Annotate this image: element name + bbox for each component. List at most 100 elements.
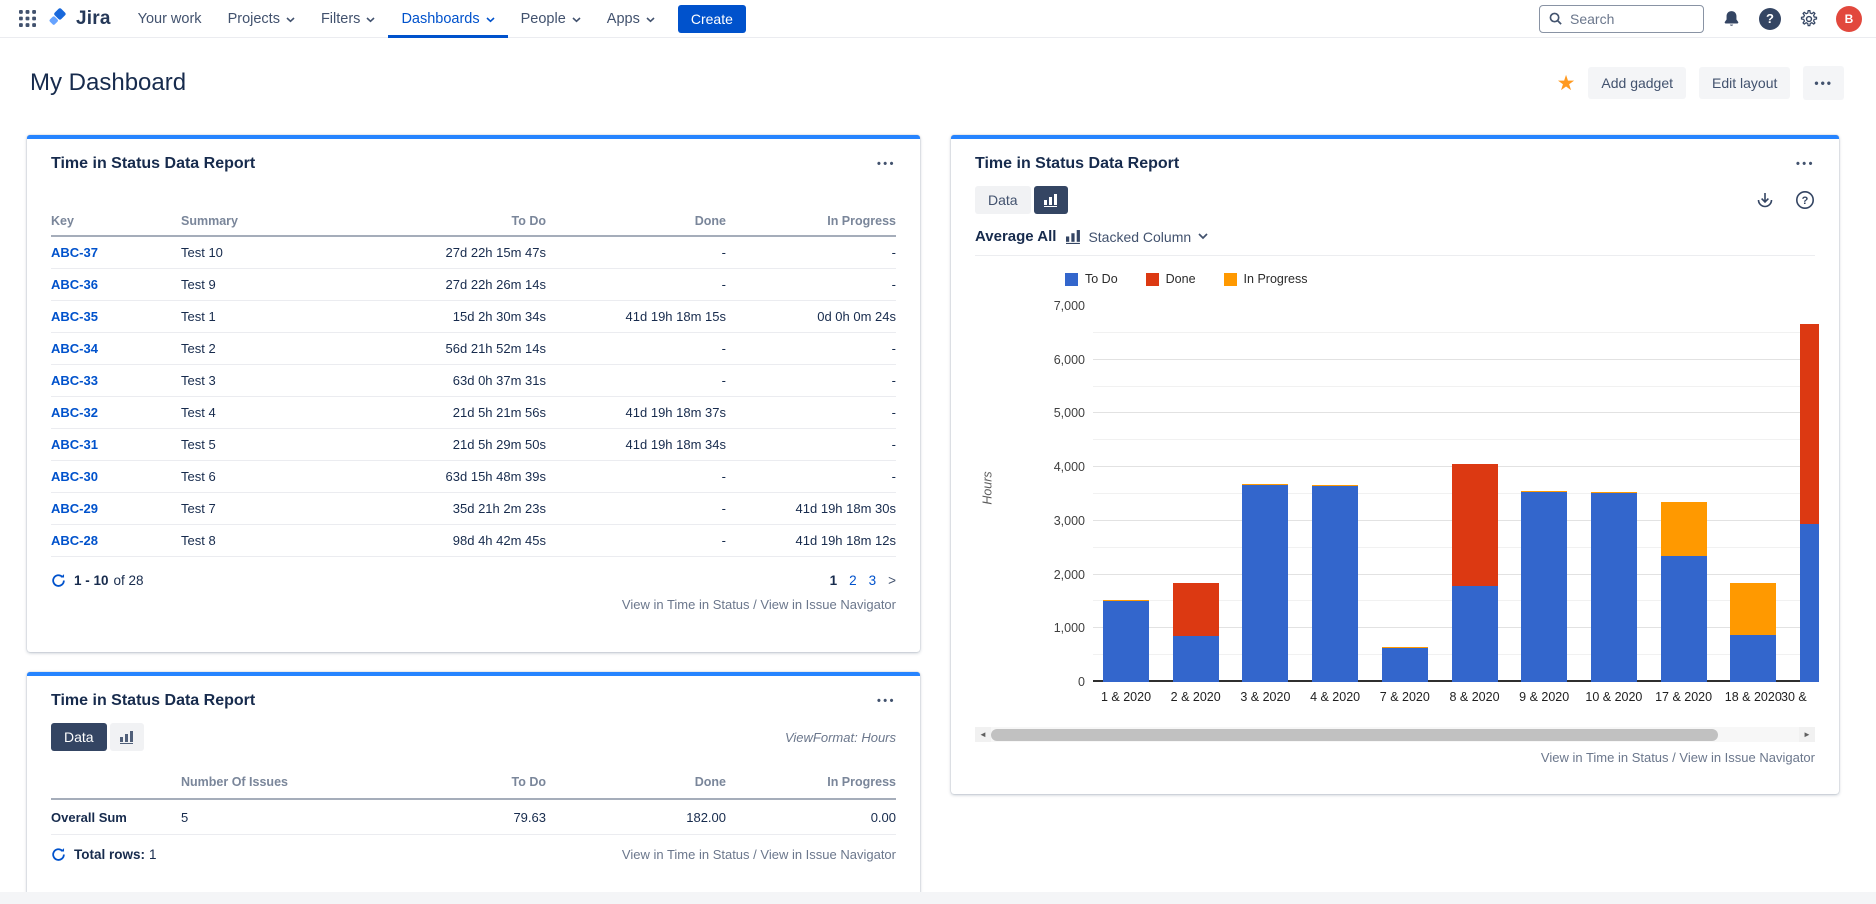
nav-menu: Your work Projects Filters Dashboards People… [125,0,668,38]
issue-key-link[interactable]: ABC-33 [51,373,98,388]
avatar[interactable]: B [1836,5,1862,32]
table-row: ABC-31 Test 5 21d 5h 29m 50s 41d 19h 18m 34… [51,429,896,461]
nav-item-apps[interactable]: Apps [594,0,668,38]
view-in-issue-navigator-link[interactable]: View in Issue Navigator [1679,750,1815,765]
stacked-bar-72020 [1381,646,1428,682]
refresh-icon[interactable] [51,573,66,588]
issue-key-link[interactable]: ABC-31 [51,437,98,452]
col-todo: To Do [511,214,546,228]
pagination-total: of 28 [113,573,144,588]
download-icon[interactable] [1755,190,1775,210]
table-row: ABC-34 Test 2 56d 21h 52m 14s - - [51,333,896,365]
col-done: Done [694,214,726,228]
data-view-button[interactable]: Data [975,186,1031,214]
dashboard-more-button[interactable]: ••• [1803,66,1844,100]
table-row: ABC-37 Test 10 27d 22h 15m 47s - - [51,237,896,269]
bar-chart-icon [1066,229,1081,244]
search-icon [1548,11,1563,26]
edit-layout-button[interactable]: Edit layout [1699,67,1791,99]
favorite-star-icon[interactable]: ★ [1556,71,1576,95]
issue-key-link[interactable]: ABC-32 [51,405,98,420]
page-2-link[interactable]: 2 [849,573,857,588]
stacked-bar-82020 [1451,464,1498,682]
sum-inprogress-value: 0.00 [870,809,896,825]
viewformat-label: ViewFormat: Hours [784,729,896,745]
x-tick-label: 2 & 2020 [1170,690,1221,704]
app-switcher-icon[interactable] [12,0,42,38]
next-page-button[interactable]: > [888,573,896,588]
x-tick-label: 10 & 2020 [1585,690,1643,704]
inprogress-value: - [891,405,896,420]
page-title: My Dashboard [30,69,187,96]
done-value: - [721,533,726,548]
link-separator: / [749,597,761,612]
search-input[interactable] [1570,10,1680,27]
issue-key-link[interactable]: ABC-35 [51,309,98,324]
add-gadget-button[interactable]: Add gadget [1588,67,1687,99]
issue-key-link[interactable]: ABC-34 [51,341,98,356]
gridline [1093,331,1819,333]
jira-logo[interactable]: Jira [42,8,125,30]
link-separator: / [1668,750,1680,765]
total-rows-value: 1 [149,847,157,862]
todo-value: 27d 22h 26m 14s [445,277,546,292]
gadget-chart: Time in Status Data Report ••• Data ? Av… [951,135,1839,794]
view-in-time-in-status-link[interactable]: View in Time in Status [621,847,750,862]
nav-item-filters[interactable]: Filters [308,0,388,38]
pagination-range: 1 - 10 [74,573,109,588]
nav-item-dashboards[interactable]: Dashboards [388,0,507,38]
chart-legend: To Do Done In Progress [1065,272,1307,286]
scroll-right-arrow[interactable]: ► [1799,727,1815,742]
todo-value: 21d 5h 21m 56s [452,405,546,420]
bar-segment-to-do [1381,647,1428,682]
bar-segment-to-do [1103,601,1149,682]
issue-key-link[interactable]: ABC-30 [51,469,98,484]
table-row: Overall Sum 5 79.63 182.00 0.00 [51,800,896,835]
settings-gear-icon[interactable] [1797,7,1821,31]
scrollbar-thumb[interactable] [991,728,1719,741]
inprogress-value: 41d 19h 18m 30s [795,501,896,516]
y-tick-label: 4,000 [1053,460,1085,475]
help-icon[interactable]: ? [1758,7,1782,31]
y-tick-label: 0 [1078,675,1085,689]
issue-key-link[interactable]: ABC-37 [51,245,98,260]
issue-summary: Test 5 [181,437,216,452]
search-box[interactable] [1539,4,1704,33]
issue-key-link[interactable]: ABC-29 [51,501,98,516]
view-in-time-in-status-link[interactable]: View in Time in Status [1540,750,1669,765]
issue-summary: Test 4 [181,405,216,420]
todo-value: 27d 22h 15m 47s [445,245,546,260]
scrollbar-track[interactable] [991,727,1799,742]
issue-key-link[interactable]: ABC-28 [51,533,98,548]
gadget-more-button[interactable]: ••• [876,695,896,707]
issue-key-link[interactable]: ABC-36 [51,277,98,292]
gadget-more-button[interactable]: ••• [876,158,896,170]
scroll-left-arrow[interactable]: ◄ [975,727,991,742]
col-number-of-issues: Number Of Issues [181,774,288,789]
notifications-bell-icon[interactable] [1719,7,1743,31]
issue-summary: Test 9 [181,277,216,292]
view-in-issue-navigator-link[interactable]: View in Issue Navigator [760,847,896,862]
chart-view-button[interactable] [1033,186,1068,214]
done-value: - [721,501,726,516]
nav-item-your-work[interactable]: Your work [137,10,202,27]
chart-view-button[interactable] [109,723,144,751]
chart-type-select[interactable]: Stacked Column [1066,229,1208,245]
chart-help-icon[interactable]: ? [1795,190,1815,210]
view-in-issue-navigator-link[interactable]: View in Issue Navigator [760,597,896,612]
page-1-current[interactable]: 1 [829,573,838,588]
done-value: - [721,373,726,388]
inprogress-value: - [891,245,896,260]
create-button[interactable]: Create [677,4,746,33]
data-view-button[interactable]: Data [51,723,107,751]
refresh-icon[interactable] [51,847,66,862]
average-all-label: Average All [975,228,1057,245]
chevron-down-icon [646,15,655,23]
nav-item-people[interactable]: People [508,0,594,38]
col-in-progress: In Progress [827,774,896,789]
nav-item-projects[interactable]: Projects [215,0,308,38]
view-in-time-in-status-link[interactable]: View in Time in Status [621,597,750,612]
sum-row-label: Overall Sum [51,809,127,825]
page-3-link[interactable]: 3 [868,573,877,588]
gadget-more-button[interactable]: ••• [1795,158,1815,170]
